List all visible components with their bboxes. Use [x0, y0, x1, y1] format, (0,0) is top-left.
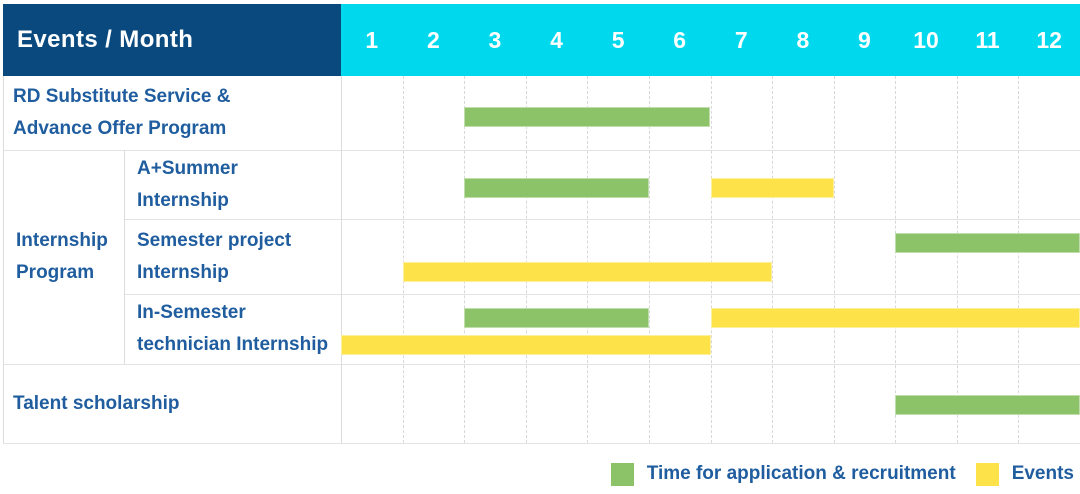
month-label-9: 9 — [858, 26, 871, 53]
month-header-row: 1 2 3 4 5 6 7 8 9 10 11 12 — [341, 4, 1080, 76]
gantt-bar-yellow — [710, 308, 1080, 328]
grid-column-line — [341, 76, 342, 443]
month-label-7: 7 — [734, 26, 748, 53]
grid-month-dashed-line — [587, 76, 589, 443]
grid-row-line — [3, 443, 1080, 444]
month-label-5: 5 — [611, 26, 625, 53]
grid-month-dashed-line — [710, 76, 712, 443]
label-line: RD Substitute Service & — [13, 86, 231, 107]
gantt-bar-yellow — [341, 335, 711, 355]
label-line: A+Summer — [137, 157, 238, 179]
grid-month-dashed-line — [833, 76, 835, 443]
gantt-bar-green — [464, 178, 649, 198]
label-line: technician Internship — [137, 334, 329, 355]
grid-month-dashed-line — [648, 76, 650, 443]
legend: Time for application & recruitment Events — [610, 459, 1074, 489]
grid-row-line — [3, 150, 1080, 151]
month-label-6: 6 — [673, 26, 687, 53]
month-label-4: 4 — [550, 26, 563, 53]
grid-month-dashed-line — [402, 76, 404, 443]
month-label-1: 1 — [365, 26, 379, 53]
grid-month-dashed-line — [956, 76, 958, 443]
label-line: Talent scholarship — [13, 392, 180, 414]
grid-month-dashed-line — [895, 76, 897, 443]
label-line: Advance Offer Program — [13, 118, 227, 139]
grid-row-line — [124, 294, 1080, 295]
grid-month-dashed-line — [1018, 76, 1020, 443]
label-line: Internship — [16, 230, 108, 251]
row-label-rd-substitute-service: RD Substitute Service & Advance Offer Pro… — [3, 76, 341, 150]
legend-swatch-yellow — [975, 462, 999, 486]
row-label-a-plus-summer-internship: A+Summer Internship — [124, 150, 341, 219]
events-month-title: Events / Month — [17, 26, 194, 53]
grid-month-dashed-line — [464, 76, 466, 443]
legend-item-yellow: Events — [975, 462, 1074, 486]
month-label-3: 3 — [488, 26, 502, 53]
grid-column-line — [3, 76, 4, 443]
label-line: In-Semester — [137, 302, 246, 323]
grid-month-dashed-line — [772, 76, 774, 443]
gantt-bar-green — [895, 233, 1080, 253]
grid-month-dashed-line — [525, 76, 527, 443]
label-line: Internship — [137, 261, 229, 283]
month-label-10: 10 — [913, 26, 939, 53]
gantt-bar-yellow — [710, 178, 834, 198]
month-label-12: 12 — [1036, 26, 1062, 53]
label-line: Internship — [137, 189, 229, 211]
label-line: Program — [16, 262, 95, 283]
gantt-bar-green — [464, 107, 711, 127]
gantt-bar-yellow — [402, 262, 773, 282]
group-label-internship-program: Internship Program — [3, 150, 124, 364]
gantt-bar-green — [895, 395, 1080, 415]
row-label-talent-scholarship: Talent scholarship — [3, 364, 341, 443]
legend-label: Time for application & recruitment — [646, 463, 956, 484]
legend-label: Events — [1011, 463, 1074, 484]
month-label-8: 8 — [796, 26, 810, 53]
gantt-bar-green — [464, 308, 649, 328]
grid-row-line — [3, 364, 1080, 365]
legend-swatch-green — [610, 462, 634, 486]
row-label-in-semester-technician-internship: In-Semester technician Internship — [124, 294, 341, 364]
row-label-semester-project-internship: Semester project Internship — [124, 219, 341, 294]
events-month-header-cell: Events / Month — [3, 4, 341, 76]
label-line: Semester project — [137, 229, 292, 251]
legend-item-green: Time for application & recruitment — [610, 462, 956, 486]
grid-row-line — [124, 219, 1080, 220]
grid-column-line — [124, 150, 125, 364]
month-label-2: 2 — [426, 26, 440, 53]
month-label-11: 11 — [975, 26, 1000, 53]
